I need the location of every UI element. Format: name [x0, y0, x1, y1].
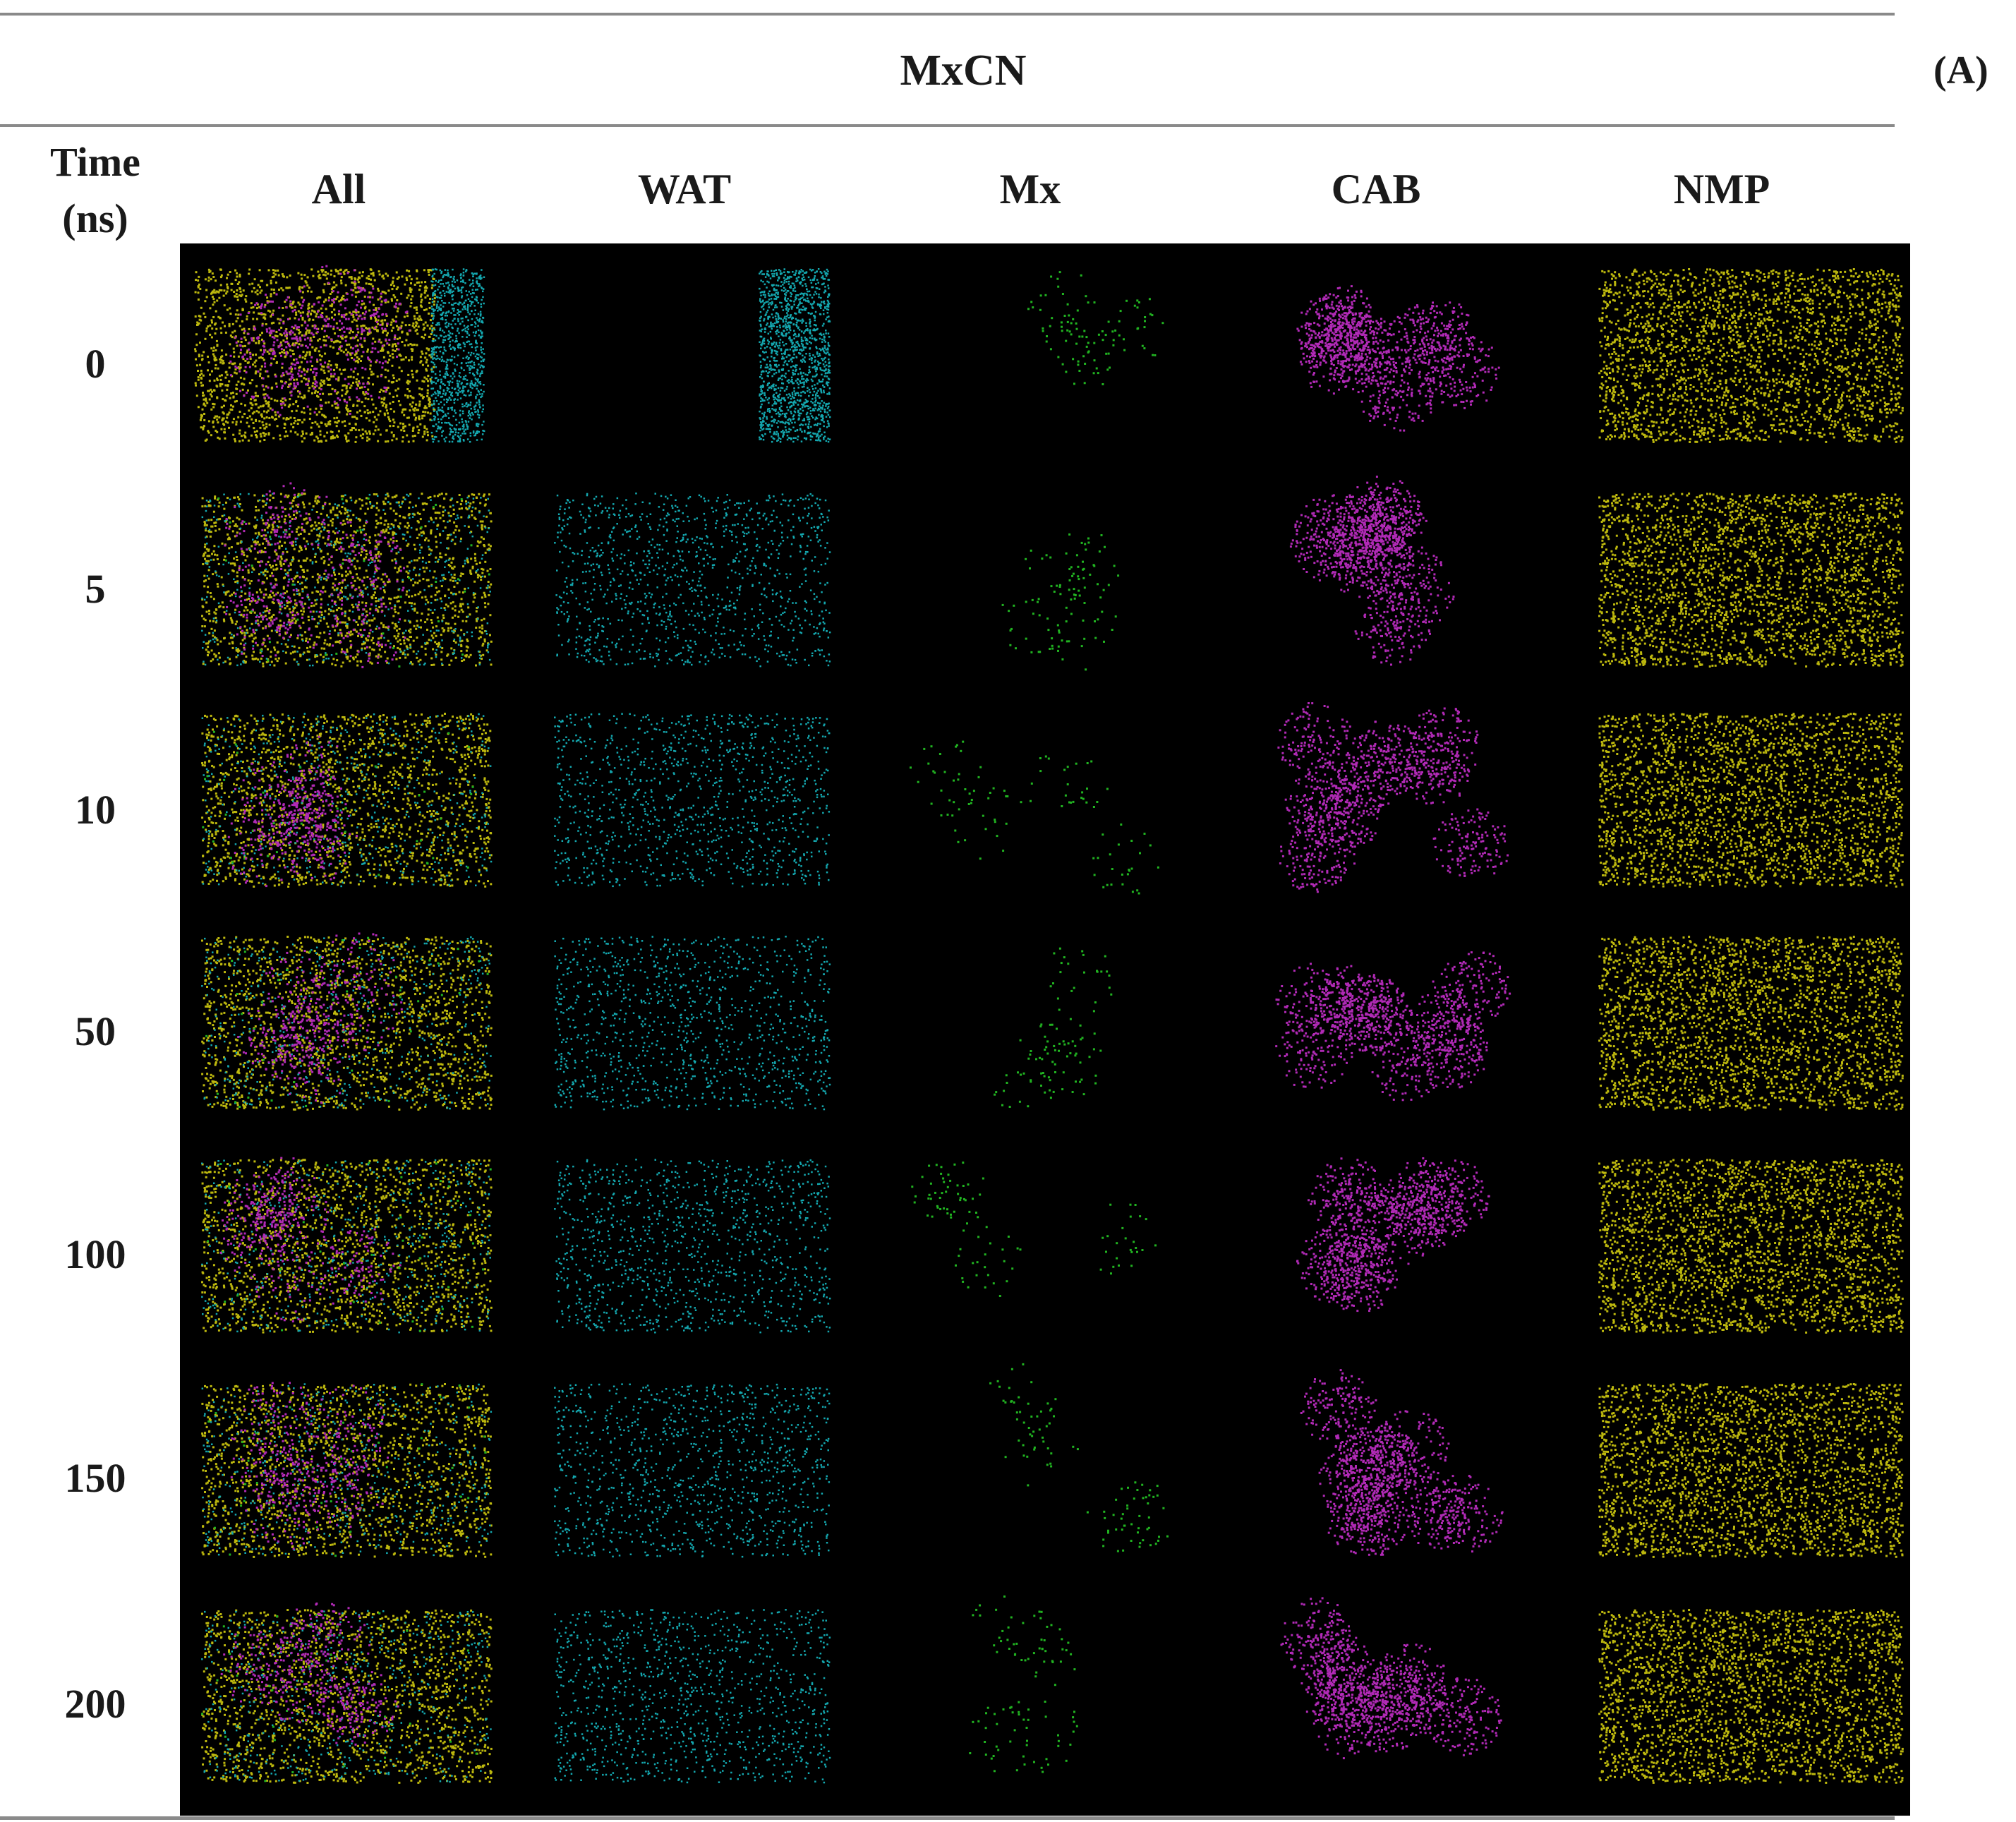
snapshot-mx-50ns	[994, 947, 1113, 1108]
snapshot-nmp-100ns	[1598, 1159, 1904, 1334]
snapshot-cab-50ns	[1275, 951, 1511, 1102]
row-label-200ns: 200	[28, 1676, 162, 1732]
snapshot-wat-10ns	[554, 713, 831, 888]
snapshot-all-10ns	[201, 713, 493, 888]
row-label-10ns: 10	[28, 782, 162, 838]
snapshot-all-100ns	[201, 1157, 493, 1334]
row-label-100ns: 100	[28, 1226, 162, 1283]
snapshot-nmp-50ns	[1598, 936, 1904, 1111]
column-header-all: All	[233, 161, 445, 217]
title-rule	[0, 124, 1895, 127]
snapshot-nmp-150ns	[1598, 1383, 1904, 1558]
row-label-0ns: 0	[28, 336, 162, 392]
snapshot-all-150ns	[201, 1382, 493, 1558]
snapshot-mx-200ns	[969, 1595, 1078, 1773]
snapshot-nmp-0ns	[1598, 268, 1904, 443]
row-label-5ns: 5	[28, 561, 162, 617]
snapshot-grid	[180, 243, 1910, 1816]
snapshot-nmp-10ns	[1598, 713, 1904, 888]
column-header-mx: Mx	[924, 161, 1136, 217]
snapshot-all-200ns	[201, 1603, 493, 1784]
row-label-50ns: 50	[28, 1003, 162, 1060]
snapshot-cab-200ns	[1280, 1597, 1502, 1760]
snapshot-mx-0ns	[1027, 271, 1164, 385]
snapshot-cab-0ns	[1296, 285, 1500, 432]
snapshot-nmp-5ns	[1598, 493, 1904, 668]
snapshot-wat-200ns	[554, 1609, 831, 1784]
snapshot-all-0ns	[194, 265, 485, 443]
time-header-line-2: (ns)	[28, 191, 162, 247]
snapshot-mx-5ns	[1001, 533, 1120, 671]
snapshot-wat-50ns	[554, 936, 831, 1111]
top-rule	[0, 13, 1895, 16]
snapshot-wat-100ns	[554, 1159, 831, 1334]
time-header-line-1: Time	[28, 134, 162, 191]
snapshot-nmp-200ns	[1598, 1609, 1904, 1784]
snapshot-mx-10ns	[910, 740, 1159, 895]
snapshot-wat-5ns	[554, 493, 831, 668]
time-header: Time (ns)	[28, 134, 162, 247]
snapshot-wat-0ns	[759, 268, 831, 443]
snapshot-cab-5ns	[1289, 476, 1455, 666]
snapshot-wat-150ns	[554, 1383, 831, 1558]
snapshot-all-50ns	[201, 932, 493, 1111]
panel-label: (A)	[1933, 42, 2016, 99]
snapshot-cab-10ns	[1277, 702, 1509, 893]
column-header-wat: WAT	[579, 161, 790, 217]
column-header-cab: CAB	[1270, 161, 1482, 217]
snapshot-mx-150ns	[989, 1363, 1169, 1552]
snapshot-cab-150ns	[1300, 1369, 1504, 1556]
bottom-rule	[0, 1816, 1895, 1820]
snapshot-cab-100ns	[1296, 1157, 1490, 1313]
row-label-150ns: 150	[28, 1450, 162, 1507]
figure-title: MxCN	[776, 42, 1150, 99]
snapshot-all-5ns	[201, 482, 493, 668]
column-header-nmp: NMP	[1616, 161, 1828, 217]
snapshot-mx-100ns	[911, 1162, 1157, 1297]
